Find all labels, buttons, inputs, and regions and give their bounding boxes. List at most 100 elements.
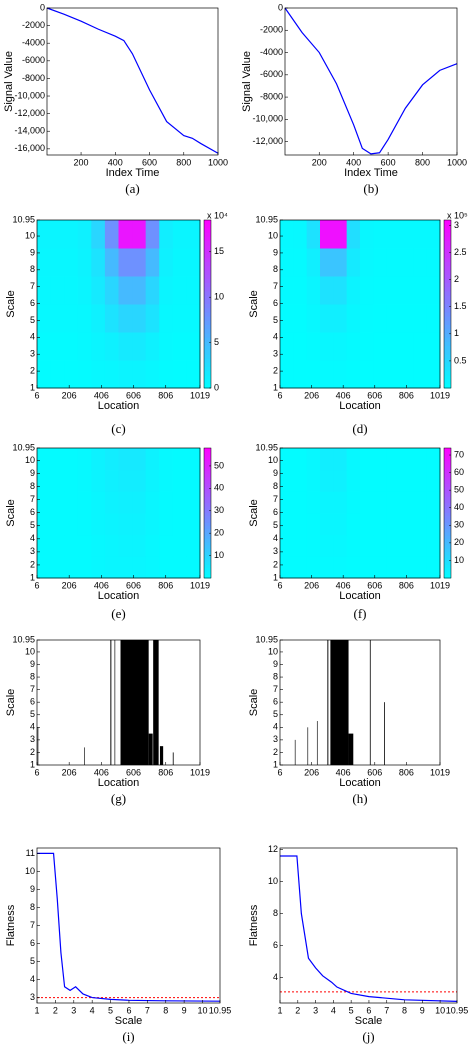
x-tick-label: 7 xyxy=(384,1005,389,1015)
x-tick-label: 6 xyxy=(126,1005,131,1015)
heatmap-cell xyxy=(145,248,160,277)
colorbar-segment xyxy=(204,496,211,501)
heatmap-cell xyxy=(280,513,294,536)
heatmap-cell xyxy=(50,448,65,471)
heatmap-cell xyxy=(145,556,160,579)
heatmap-cell xyxy=(333,448,348,471)
heatmap-cell xyxy=(360,448,374,471)
heatmap-cell xyxy=(373,360,388,389)
heatmap-cell xyxy=(333,469,348,492)
heatmap-cell xyxy=(346,220,361,249)
heatmap-cell xyxy=(360,332,374,361)
heatmap-cell xyxy=(145,332,160,361)
colorbar-segment xyxy=(204,253,211,259)
heatmap-cell xyxy=(186,491,201,514)
y-tick-label: 6 xyxy=(30,697,35,707)
y-tick-label: 9 xyxy=(273,247,278,257)
colorbar-segment xyxy=(444,555,451,559)
x-tick-label: 2 xyxy=(53,1005,58,1015)
y-tick-label: 10 xyxy=(268,455,278,465)
x-tick-label: 6 xyxy=(277,767,282,777)
colorbar-segment xyxy=(444,337,451,343)
colorbar-segment xyxy=(204,493,211,498)
colorbar-segment xyxy=(444,253,451,259)
heatmap-cell xyxy=(159,332,174,361)
y-tick-label: 7 xyxy=(30,494,35,504)
heatmap-cell xyxy=(413,248,428,277)
heatmap-cell xyxy=(333,304,348,333)
heatmap-cell xyxy=(104,469,119,492)
x-tick-label: 10.95 xyxy=(446,1005,469,1015)
heatmap-cell xyxy=(132,469,147,492)
y-axis-label: Flatness xyxy=(248,904,260,946)
heatmap-cell xyxy=(37,360,52,389)
heatmap-cell xyxy=(77,491,92,514)
colorbar-tick-label: 1.5 xyxy=(454,301,467,311)
y-tick-label: 2 xyxy=(30,365,35,375)
colorbar-segment xyxy=(204,568,211,572)
axes-frame xyxy=(36,639,201,766)
colorbar-segment xyxy=(204,283,211,288)
heatmap-cell xyxy=(320,304,334,333)
panel-caption: (g) xyxy=(111,791,126,806)
heatmap-cell xyxy=(37,332,52,361)
y-tick-label: 7 xyxy=(273,684,278,694)
heatmap-cell xyxy=(159,220,174,249)
x-tick-label: 5 xyxy=(108,1005,113,1015)
x-tick-label: 206 xyxy=(304,580,319,590)
heatmap-cell xyxy=(293,360,308,389)
y-tick-label: 3 xyxy=(30,546,35,556)
x-axis-label: Location xyxy=(98,400,140,412)
heatmap-cell xyxy=(413,448,428,471)
heatmap-cell xyxy=(37,534,52,557)
colorbar-segment xyxy=(444,545,451,550)
colorbar-tick-label: 30 xyxy=(454,520,464,530)
y-tick-label: 3 xyxy=(30,734,35,744)
heatmap-cell xyxy=(373,220,388,249)
x-tick-label: 2 xyxy=(295,1005,300,1015)
heatmap-cell xyxy=(386,276,401,305)
colorbar-segment xyxy=(444,467,451,472)
y-tick-label: 3 xyxy=(273,349,278,359)
heatmap-cell xyxy=(333,360,348,389)
heatmap-cell xyxy=(50,332,65,361)
colorbar-segment xyxy=(204,552,211,556)
heatmap-cell xyxy=(186,469,201,492)
x-tick-label: 806 xyxy=(399,390,414,400)
colorbar-segment xyxy=(204,532,211,537)
heatmap-cell xyxy=(426,448,441,471)
heatmap-cell xyxy=(50,534,65,557)
heatmap-cell xyxy=(306,360,321,389)
y-tick-label: 5 xyxy=(30,956,35,966)
heatmap-cell xyxy=(386,534,401,557)
colorbar-frame xyxy=(443,219,452,389)
heatmap-cell xyxy=(64,556,79,579)
heatmap-cell xyxy=(145,276,160,305)
heatmap-cell xyxy=(373,304,388,333)
heatmap-cell xyxy=(306,534,321,557)
colorbar-segment xyxy=(444,480,451,485)
heatmap-cell xyxy=(333,556,348,579)
heatmap-cell xyxy=(186,556,201,579)
y-tick-label: 0 xyxy=(278,2,283,12)
y-axis-label: Scale xyxy=(248,499,260,527)
heatmap-cell xyxy=(186,534,201,557)
heatmap-cell xyxy=(320,469,334,492)
x-tick-label: 1019 xyxy=(430,767,450,777)
y-tick-label: 5 xyxy=(30,315,35,325)
x-axis-label: Index Time xyxy=(106,167,160,179)
plot-area xyxy=(37,848,220,1003)
colorbar-segment xyxy=(444,228,451,234)
y-tick-label: 11 xyxy=(26,848,35,858)
colorbar-segment xyxy=(204,220,211,225)
heatmap-cell xyxy=(373,332,388,361)
heatmap-cell xyxy=(280,248,294,277)
colorbar-segment xyxy=(444,561,451,566)
y-tick-label: 4 xyxy=(30,974,35,984)
heatmap-cell xyxy=(426,276,441,305)
colorbar-segment xyxy=(444,493,451,498)
x-tick-label: 9 xyxy=(182,1005,187,1015)
colorbar-segment xyxy=(204,383,211,389)
x-tick-label: 4 xyxy=(331,1005,336,1015)
heatmap-cell xyxy=(104,248,119,277)
